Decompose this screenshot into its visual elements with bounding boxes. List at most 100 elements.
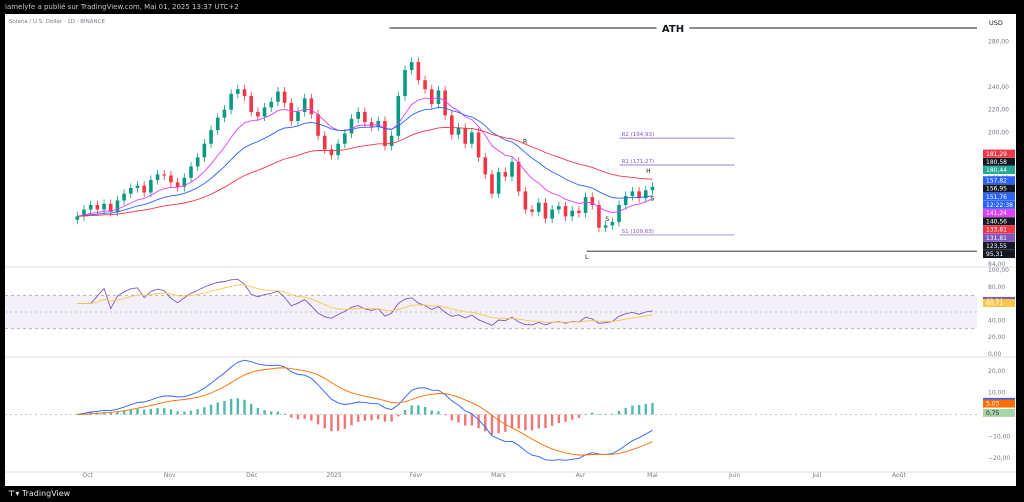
- chart-svg[interactable]: Solana / U.S. Dollar · 1D · BINANCE USD …: [5, 14, 1016, 486]
- macd-bar: [303, 414, 306, 419]
- macd-bar: [517, 414, 520, 429]
- macd-bar: [597, 414, 601, 415]
- ma-line-mid: [77, 106, 653, 217]
- rsi-ma-line: [77, 284, 653, 323]
- candle: [349, 118, 354, 134]
- candle: [189, 166, 193, 178]
- candle: [369, 122, 374, 127]
- ath-label: ATH: [662, 24, 684, 35]
- macd-bar: [323, 414, 326, 429]
- macd-bar: [229, 398, 233, 415]
- macd-bar: [457, 414, 460, 423]
- price-tag-label: 181,29: [986, 151, 1007, 158]
- macd-bar: [169, 409, 173, 415]
- macd-bar: [276, 411, 280, 415]
- macd-bar: [564, 414, 567, 422]
- price-tag-label: 131,81: [986, 235, 1007, 242]
- macd-bar: [356, 414, 360, 422]
- time-tick-label: Nov: [164, 472, 176, 479]
- rsi-tag: [983, 299, 1015, 308]
- price-tick-label: 280,00: [988, 39, 1009, 46]
- candle: [356, 111, 360, 119]
- candle: [563, 206, 568, 217]
- candle: [175, 182, 180, 187]
- s-marker: S: [651, 195, 655, 202]
- candle: [510, 161, 514, 177]
- macd-bar: [651, 403, 654, 415]
- macd-bar: [116, 412, 119, 415]
- macd-bar: [644, 403, 647, 415]
- price-tag: [983, 149, 1015, 158]
- candle: [88, 205, 93, 210]
- macd-histogram: [76, 398, 654, 435]
- macd-bar: [136, 408, 139, 415]
- candle: [443, 90, 447, 116]
- macd-bar: [142, 409, 146, 415]
- candle: [463, 127, 467, 144]
- macd-bar: [477, 414, 480, 429]
- r-marker: R: [523, 139, 527, 146]
- macd-bar: [310, 414, 313, 421]
- macd-bar: [617, 411, 621, 415]
- publish-text: iamelyfe a publié sur TradingView.com, M…: [5, 3, 239, 11]
- currency-label: USD: [989, 19, 1003, 27]
- candle: [409, 62, 414, 70]
- price-tag-label: 151,76: [986, 194, 1007, 201]
- macd-bar: [437, 411, 440, 415]
- brand-text: TradingView: [21, 489, 71, 498]
- candle: [149, 180, 153, 193]
- price-tag-label: 123,55: [986, 243, 1007, 250]
- macd-bar: [236, 398, 240, 415]
- macd-bar: [102, 412, 106, 415]
- macd-line: [77, 359, 653, 461]
- candle: [169, 175, 173, 183]
- macd-bar: [270, 411, 273, 415]
- candle: [543, 202, 548, 219]
- candle: [182, 177, 187, 187]
- candle: [637, 191, 641, 199]
- candle: [209, 130, 213, 144]
- candle: [490, 174, 494, 194]
- price-tag: [983, 184, 1015, 193]
- macd-bar: [631, 405, 634, 415]
- candle: [536, 202, 541, 212]
- macd-bar: [570, 414, 574, 420]
- candle: [202, 143, 207, 158]
- brand-bar: ⊤▾ TradingView: [0, 486, 1024, 502]
- candle: [650, 186, 655, 191]
- candle: [470, 132, 474, 144]
- rsi-tick-label: 100,00: [988, 267, 1009, 274]
- macd-bar: [624, 408, 627, 415]
- candle: [550, 209, 554, 219]
- candle: [142, 185, 146, 193]
- candle: [242, 89, 247, 97]
- candle: [416, 62, 421, 81]
- price-tag: [983, 217, 1015, 226]
- pivot-level-label: R1 (171,27): [622, 159, 655, 165]
- candle: [617, 205, 621, 223]
- macd-signal-line: [77, 367, 653, 456]
- rsi-tick-label: 40,00: [988, 317, 1005, 324]
- candle: [229, 93, 233, 110]
- publish-info: iamelyfe a publié sur TradingView.com, M…: [0, 0, 1024, 14]
- macd-bar: [256, 407, 260, 415]
- candle: [336, 143, 340, 156]
- macd-tag: [983, 399, 1015, 408]
- macd-bar: [637, 405, 641, 415]
- macd-tag: [983, 408, 1015, 417]
- macd-bar: [189, 410, 193, 415]
- macd-bar: [410, 405, 413, 415]
- macd-bar: [383, 414, 387, 422]
- price-tag: [983, 225, 1015, 234]
- time-tick-label: Juin: [728, 472, 740, 479]
- macd-bar: [149, 408, 153, 415]
- candle: [623, 195, 628, 205]
- macd-bar: [490, 414, 494, 435]
- macd-bar: [330, 414, 333, 432]
- candle: [329, 149, 334, 156]
- chart-panel[interactable]: Solana / U.S. Dollar · 1D · BINANCE USD …: [5, 14, 1016, 486]
- macd-bar: [343, 414, 347, 429]
- candle: [309, 98, 314, 115]
- candle: [363, 111, 367, 123]
